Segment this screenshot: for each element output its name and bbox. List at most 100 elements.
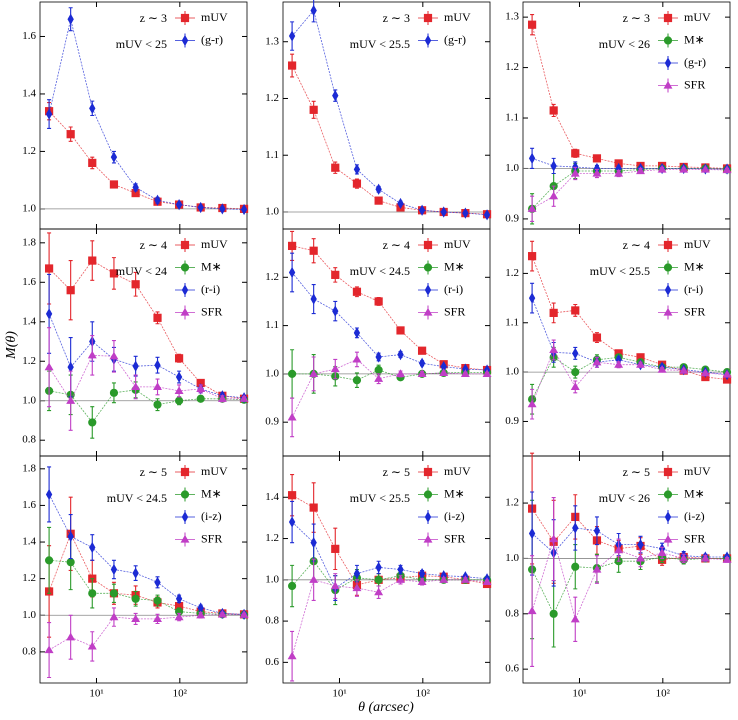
legend-label: (g-r) bbox=[444, 32, 466, 46]
legend-label: mUV bbox=[201, 237, 228, 251]
marker bbox=[636, 360, 645, 368]
marker bbox=[482, 369, 492, 377]
legend-label: mUV bbox=[684, 464, 711, 478]
marker bbox=[331, 270, 340, 279]
marker bbox=[174, 386, 184, 394]
series-line bbox=[48, 19, 245, 210]
marker bbox=[592, 168, 602, 177]
y-tick-label: 0.8 bbox=[22, 645, 36, 657]
marker bbox=[109, 388, 119, 397]
marker bbox=[482, 577, 492, 585]
legend-label: SFR bbox=[444, 531, 465, 545]
marker bbox=[614, 545, 624, 554]
y-tick-label: 1.2 bbox=[22, 355, 36, 367]
marker bbox=[397, 197, 404, 210]
y-tick-label: 1.0 bbox=[505, 162, 519, 174]
marker bbox=[88, 418, 97, 427]
series-line bbox=[531, 24, 728, 169]
annotation: z ∼ 4 bbox=[623, 238, 650, 252]
marker bbox=[332, 90, 339, 102]
annotation: z ∼ 5 bbox=[383, 465, 410, 479]
marker bbox=[153, 596, 162, 605]
marker bbox=[679, 366, 689, 374]
panel: 0.6 0.8 1.0 1.2 1.4 10¹ 10² mUV M∗ (i-z) SFR z ∼ 5 m… bbox=[265, 455, 492, 700]
marker bbox=[331, 544, 340, 553]
legend-label: SFR bbox=[684, 531, 705, 545]
y-tick-label: 1.2 bbox=[505, 61, 519, 73]
marker bbox=[396, 575, 405, 583]
marker bbox=[175, 593, 183, 605]
y-tick-label: 1.0 bbox=[22, 394, 36, 406]
marker bbox=[66, 286, 75, 295]
series-line bbox=[531, 508, 728, 561]
marker bbox=[330, 364, 340, 373]
marker bbox=[460, 575, 470, 583]
marker bbox=[66, 396, 76, 404]
marker bbox=[570, 382, 580, 391]
marker bbox=[722, 165, 732, 174]
marker bbox=[87, 350, 97, 359]
marker bbox=[397, 348, 404, 361]
marker bbox=[549, 106, 558, 115]
marker bbox=[424, 511, 432, 523]
marker bbox=[44, 645, 54, 654]
series-line bbox=[291, 521, 488, 589]
marker bbox=[287, 412, 297, 421]
marker bbox=[154, 359, 161, 371]
legend-label: SFR bbox=[444, 304, 465, 318]
marker bbox=[528, 292, 536, 304]
marker bbox=[417, 577, 427, 585]
marker bbox=[657, 164, 667, 173]
marker bbox=[44, 362, 54, 371]
y-tick-label: 1.1 bbox=[505, 112, 519, 124]
marker bbox=[722, 369, 732, 378]
series-line bbox=[531, 255, 728, 380]
legend-label: (i-z) bbox=[444, 509, 465, 523]
y-tick-label: 1.1 bbox=[265, 319, 279, 331]
y-tick-label: 0.9 bbox=[505, 212, 519, 224]
legend-label: M∗ bbox=[444, 259, 465, 273]
marker bbox=[636, 553, 645, 562]
marker bbox=[550, 160, 557, 172]
x-tick-label: 10² bbox=[416, 688, 431, 700]
marker bbox=[440, 206, 447, 218]
plot-frame bbox=[39, 455, 248, 684]
series-line bbox=[531, 169, 728, 210]
y-tick-label: 1.2 bbox=[22, 572, 36, 584]
marker bbox=[287, 369, 297, 378]
series-line bbox=[49, 389, 245, 424]
legend-label: mUV bbox=[684, 237, 711, 251]
marker bbox=[67, 530, 74, 543]
y-tick-label: 1.0 bbox=[505, 366, 519, 378]
marker bbox=[287, 61, 297, 70]
marker bbox=[423, 307, 433, 316]
marker bbox=[528, 152, 536, 164]
panel: 0.8 1.0 1.2 1.4 1.6 1.8 mUV M∗ (r-i) SFR z ∼ 4 mUV … bbox=[22, 228, 249, 457]
series-line bbox=[531, 527, 728, 558]
marker bbox=[396, 369, 405, 377]
marker bbox=[636, 166, 645, 175]
marker bbox=[592, 333, 602, 342]
marker bbox=[180, 490, 190, 499]
y-tick-label: 1.4 bbox=[22, 536, 36, 548]
annotation: mUV < 24 bbox=[116, 264, 167, 278]
marker bbox=[374, 374, 384, 382]
legend-label: mUV bbox=[684, 10, 711, 24]
marker bbox=[352, 354, 362, 363]
marker bbox=[572, 522, 579, 534]
marker bbox=[527, 204, 537, 212]
marker bbox=[287, 241, 297, 251]
y-tick-label: 1.6 bbox=[22, 499, 36, 511]
marker bbox=[375, 183, 382, 195]
y-tick-label: 1.3 bbox=[265, 35, 279, 47]
marker bbox=[663, 80, 673, 89]
legend-label: SFR bbox=[684, 77, 705, 91]
marker bbox=[571, 149, 580, 158]
marker bbox=[132, 360, 139, 372]
marker bbox=[657, 365, 667, 373]
series-line bbox=[531, 158, 728, 170]
annotation: z ∼ 3 bbox=[623, 11, 650, 25]
marker bbox=[679, 164, 689, 173]
series-line bbox=[48, 532, 245, 615]
marker bbox=[196, 610, 206, 619]
